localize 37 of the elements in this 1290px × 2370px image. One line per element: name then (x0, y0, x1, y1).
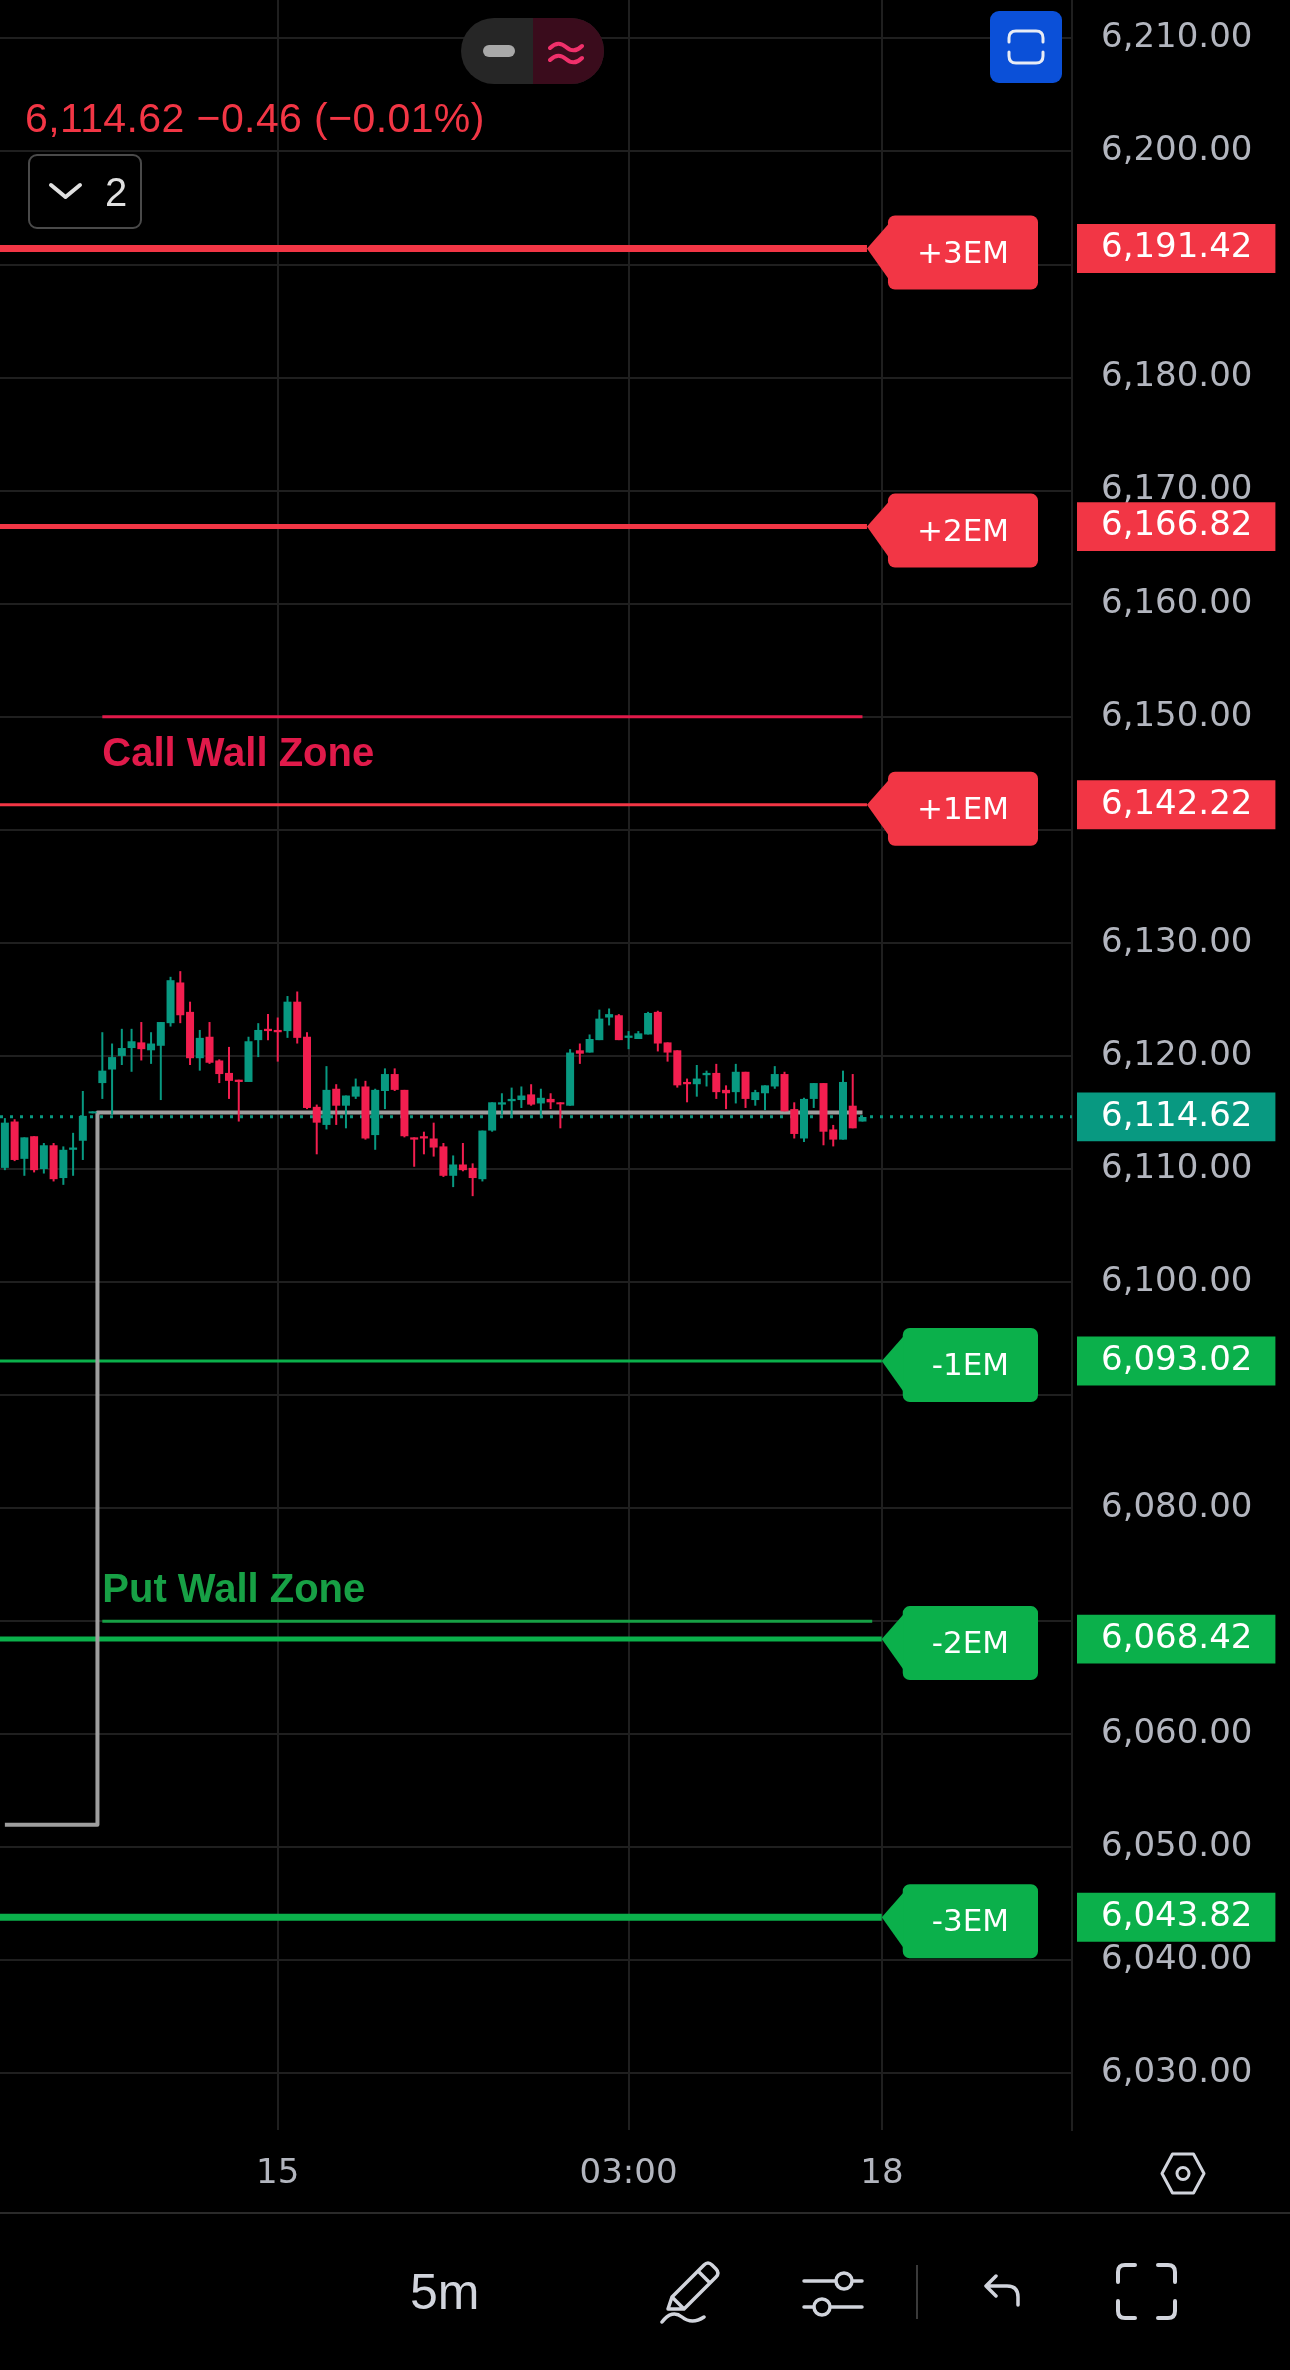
y-tick-label: 6,200.00 (1101, 128, 1253, 169)
y-tick-label: 6,114.62 (1101, 1093, 1253, 1134)
y-tick-label: 6,150.00 (1101, 693, 1253, 734)
y-tick-label: 6,142.22 (1101, 781, 1253, 822)
dropdown-button: 2 (28, 154, 142, 229)
candlestick (410, 1137, 419, 1167)
y-tick-label: 6,210.00 (1101, 15, 1253, 56)
x-tick-label: 03:00 (579, 2151, 678, 2192)
y-tick-label: 6,110.00 (1101, 1145, 1253, 1186)
y-tick-label: 6,043.82 (1101, 1894, 1253, 1935)
annotation: 2 (105, 170, 128, 214)
y-tick-label: 6,060.00 (1101, 1711, 1253, 1752)
y-tick-label: 6,080.00 (1101, 1485, 1253, 1526)
ref-line-label: +3EM (916, 233, 1009, 270)
y-tick-label: 6,130.00 (1101, 919, 1253, 960)
candlestick (556, 1102, 565, 1129)
y-tick-label: 6,093.02 (1101, 1337, 1253, 1378)
text: 5m (410, 2264, 480, 2320)
series-label: Call Wall Zone (102, 729, 375, 774)
y-tick-label: 6,030.00 (1101, 2050, 1253, 2091)
y-tick-label: 6,050.00 (1101, 1824, 1253, 1865)
y-tick-label: 6,068.42 (1101, 1615, 1253, 1656)
x-tick-label: 15 (256, 2151, 300, 2192)
ref-line-label: -2EM (931, 1624, 1009, 1661)
ref-line-label: -1EM (931, 1346, 1009, 1383)
y-tick-label: 6,191.42 (1101, 225, 1253, 266)
series-label: Put Wall Zone (102, 1566, 366, 1611)
ref-line-label: +1EM (916, 789, 1009, 826)
x-tick-label: 18 (860, 2151, 904, 2192)
y-tick-label: 6,160.00 (1101, 580, 1253, 621)
ref-line-label: -3EM (931, 1902, 1009, 1939)
text: 6,114.62 −0.46 (−0.01%) (25, 95, 485, 141)
y-tick-label: 6,040.00 (1101, 1937, 1253, 1978)
y-tick-label: 6,180.00 (1101, 354, 1253, 395)
y-tick-label: 6,120.00 (1101, 1032, 1253, 1073)
y-tick-label: 6,100.00 (1101, 1258, 1253, 1299)
ref-line-label: +2EM (916, 511, 1009, 548)
